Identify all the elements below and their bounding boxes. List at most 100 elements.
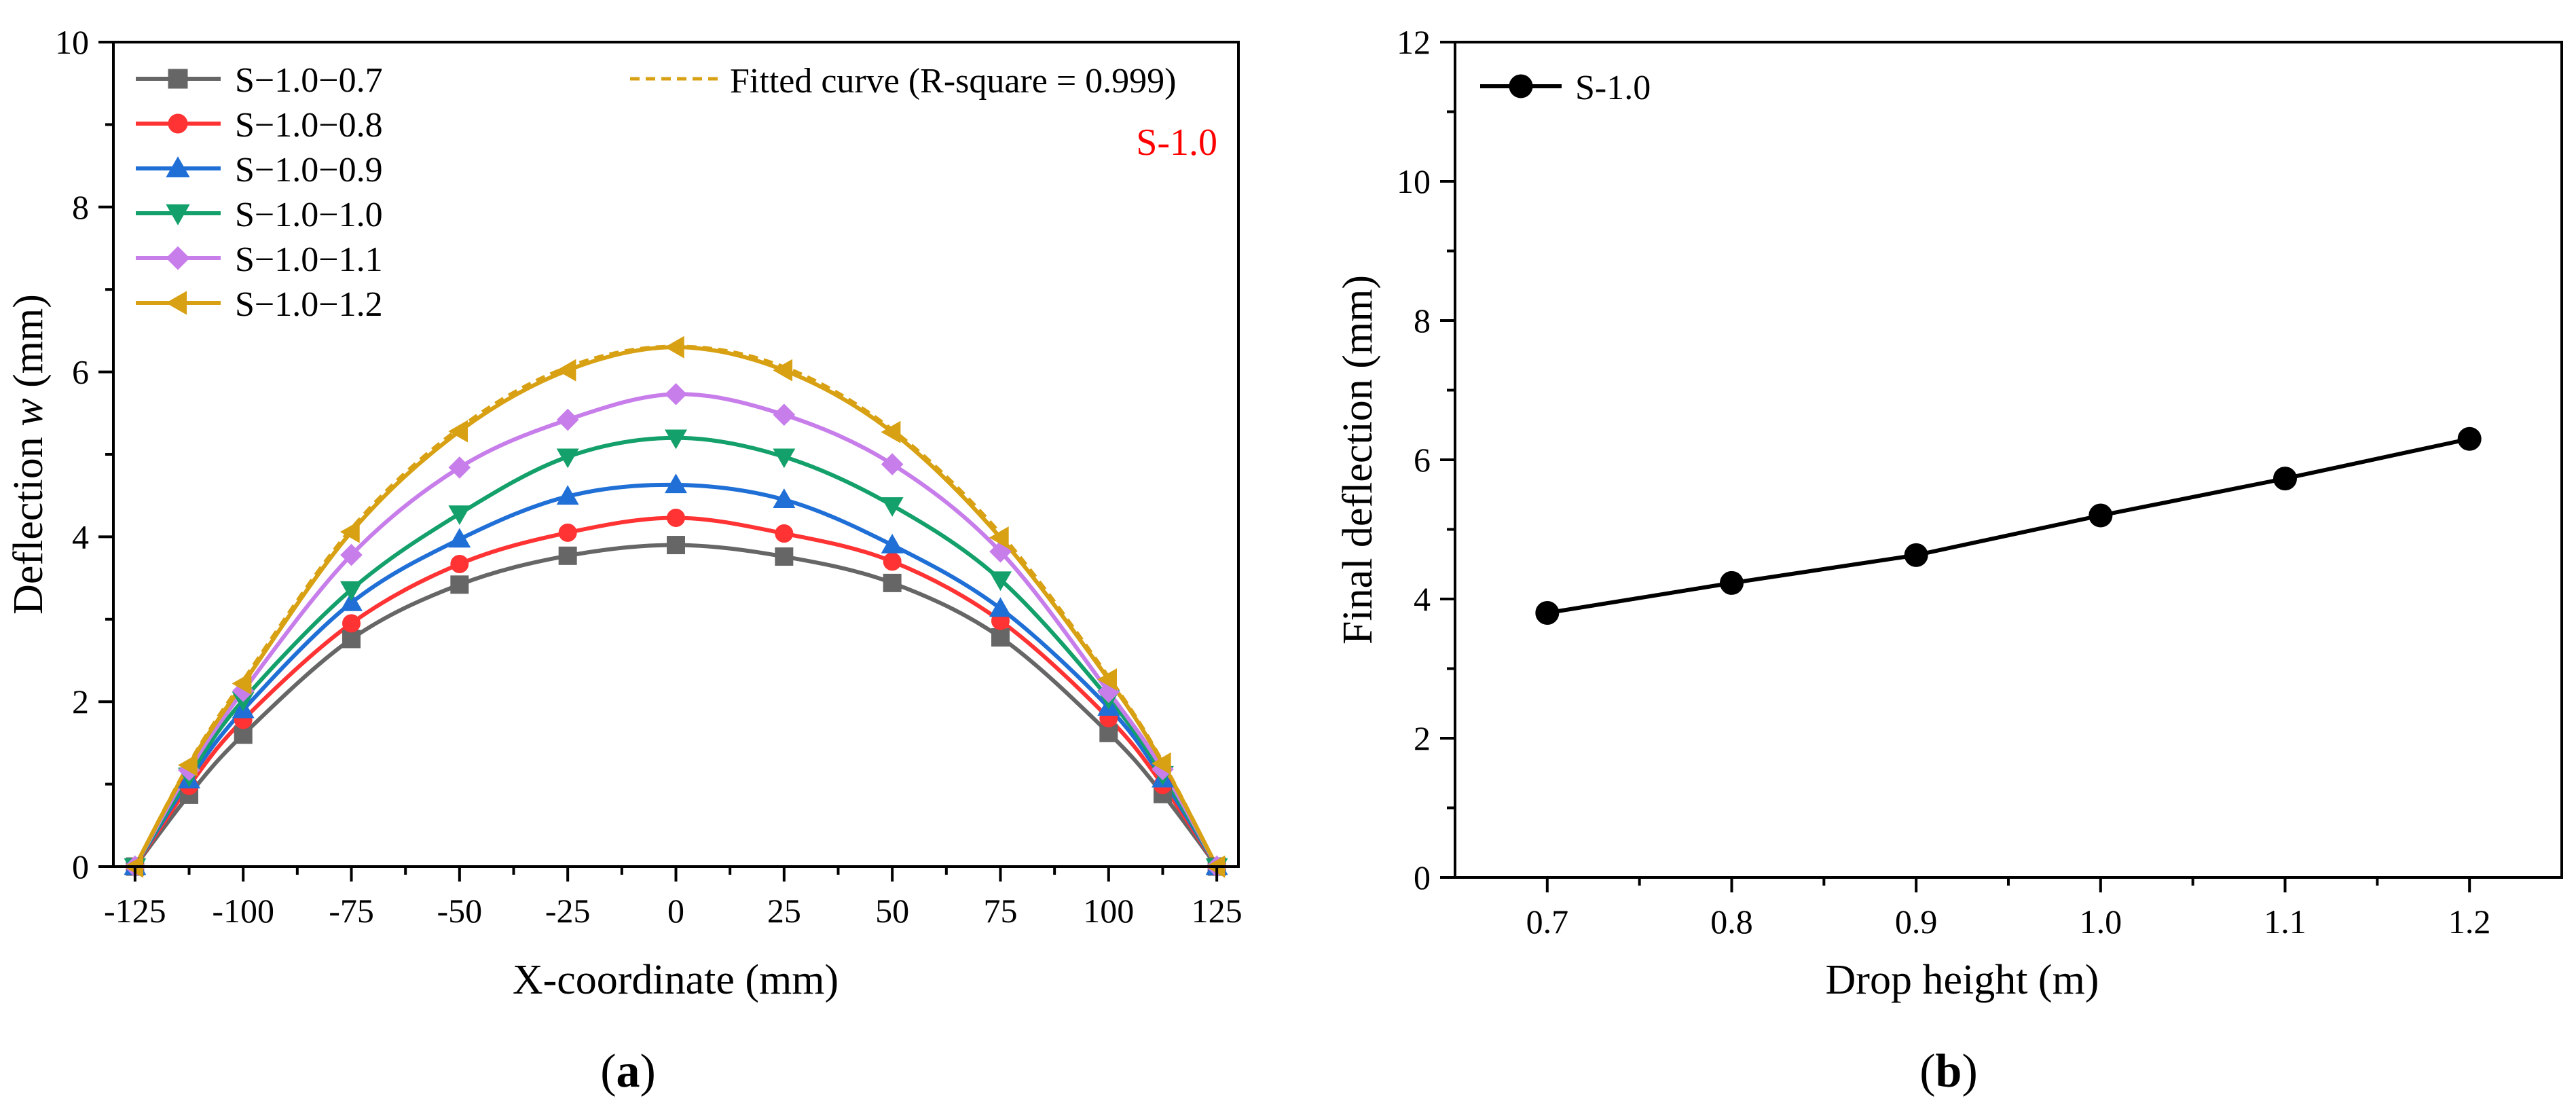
panel-a-data-point [558,523,577,542]
panel-a-y-axis-title: Deflection w (mm) [5,294,52,615]
panel-a-data-point [1151,752,1171,775]
panel-a-data-point [556,485,579,505]
panel-b-data-point [2273,467,2297,491]
panel-a-x-tick-label: 25 [767,892,801,930]
panel-a-x-tick-label: -100 [212,892,274,930]
panel-a-chart: -125 -100 -75 -50 -25 0 25 50 75 100 125 0 2 4 6 8 10 X-… [5,23,1243,1097]
panel-a-label: (a) [600,1045,656,1097]
panel-b-data-point [2457,427,2482,451]
panel-b-data-point [2089,503,2113,528]
panel-a-x-tick-label: 0 [667,892,684,930]
panel-a-series-line [133,392,1219,868]
panel-a-data-point [448,505,471,526]
panel-a-x-tick-label: -75 [329,892,374,930]
panel-b-legend: S-1.0 [1480,69,1651,107]
panel-a-y-tick-label: 8 [72,188,89,226]
panel-a-data-point [665,429,687,450]
panel-b-x-tick-label: 1.1 [2264,903,2306,941]
panel-a-label-letter: a [617,1045,640,1097]
panel-a-data-point [989,597,1012,617]
panel-a-y-axis-title-variable: w [5,398,52,426]
panel-b-label: (b) [1919,1045,1978,1097]
panel-a-data-point [667,536,685,555]
panel-a-series-line [133,345,1219,868]
panel-a-series-line [133,515,1219,868]
panel-a-data-point [989,540,1012,563]
panel-a-data-point [558,546,577,565]
panel-b-plot-frame [1454,41,2563,879]
panel-a-series-line [133,543,1219,868]
panel-b-series-line [1547,437,2470,615]
panel-a-data-point [450,554,469,573]
panel-b-y-tick-label: 2 [1414,719,1431,757]
panel-a-data-point [448,456,471,479]
panel-a-x-tick-label: -125 [104,892,166,930]
panel-a-legend-marker [168,113,188,134]
panel-a-legend-label: S−1.0−1.2 [235,285,383,324]
panel-a-data-point [883,573,902,592]
panel-a-data-point [881,497,904,517]
panel-b-y-tick-label: 4 [1414,580,1431,618]
panel-a-data-point [665,473,687,494]
panel-a-data-point [773,359,793,382]
panel-a-x-tick-label: 125 [1192,892,1243,930]
panel-a-data-point [991,628,1010,647]
panel-a-axes: -125 -100 -75 -50 -25 0 25 50 75 100 125 0 2 4 6 8 10 [55,23,1243,930]
panel-b-legend-marker [1509,74,1533,98]
panel-a-legend-marker [166,246,190,270]
panel-a-data-point [775,524,794,543]
panel-a-data-point [883,552,902,571]
panel-a-data-point [448,420,468,443]
panel-a-data-point [342,630,361,649]
panel-b-x-tick-label: 0.8 [1710,903,1753,941]
panel-b-y-tick-label: 6 [1414,441,1431,479]
panel-b-x-tick-label: 1.0 [2080,903,2122,941]
panel-a-legend-label: S−1.0−0.7 [235,61,383,100]
panel-a-data-point [232,672,252,695]
panel-a-x-tick-label: -50 [437,892,483,930]
panel-a-data-point [339,520,360,543]
panel-a-data-point [1097,668,1118,691]
panel-a-data-point [556,359,576,382]
panel-a-data-point [775,547,794,566]
panel-b-y-tick-label: 8 [1414,302,1431,340]
panel-a-y-tick-label: 4 [72,518,89,556]
panel-b-x-tick-label: 1.2 [2448,903,2491,941]
panel-a-x-tick-label: -25 [545,892,591,930]
panel-a-legend-label: S−1.0−0.9 [235,151,383,189]
panel-b-y-tick-label: 12 [1397,23,1431,61]
panel-b-data-point [1535,601,1560,625]
panel-a-y-axis-title-prefix: Deflection [5,427,52,615]
panel-a-data-point [989,526,1009,549]
panel-a-legend: S−1.0−0.7 S−1.0−0.8 S−1.0−0.9 S−1.0−1.0 S−1.… [136,61,383,324]
panel-a-x-axis-title: X-coordinate (mm) [513,957,839,1003]
panel-a-data-point [450,575,469,594]
panel-b-legend-label: S-1.0 [1575,69,1651,107]
panel-a-data-point [881,533,904,554]
panel-a-data-point [340,543,363,566]
panel-a-fitted-legend-label: Fitted curve (R-square = 0.999) [730,62,1177,101]
panel-a-annotation: S-1.0 [1136,122,1217,164]
panel-a-data-point [989,571,1012,592]
panel-b-y-axis-title: Final deflection (mm) [1335,275,1381,645]
panel-a-y-axis-title-suffix: (mm) [5,294,52,398]
panel-b-label-open: ( [1919,1045,1935,1097]
panel-a-legend-marker [166,291,187,315]
panel-a-data-point [773,448,796,469]
panel-b-x-tick-label: 0.9 [1895,903,1938,941]
panel-a-y-tick-label: 2 [72,683,89,721]
panel-a-legend-marker [168,69,188,89]
panel-b-marks [1535,427,2482,625]
panel-a-x-tick-label: 100 [1083,892,1134,930]
panel-a-data-point [664,335,684,359]
panel-a-data-point [342,614,361,633]
panel-a-data-point [773,403,796,427]
panel-a-legend-label: S−1.0−0.8 [235,106,383,145]
panel-a-data-point [881,453,904,475]
panel-a-data-point [773,488,796,508]
panel-a-y-tick-label: 0 [72,848,89,886]
panel-b-x-axis-title: Drop height (m) [1826,957,2099,1003]
panel-a-data-point [1099,723,1118,742]
panel-b-chart: 0.7 0.8 0.9 1.0 1.1 1.2 0 2 4 6 8 10 12 Drop height … [1335,23,2563,1097]
